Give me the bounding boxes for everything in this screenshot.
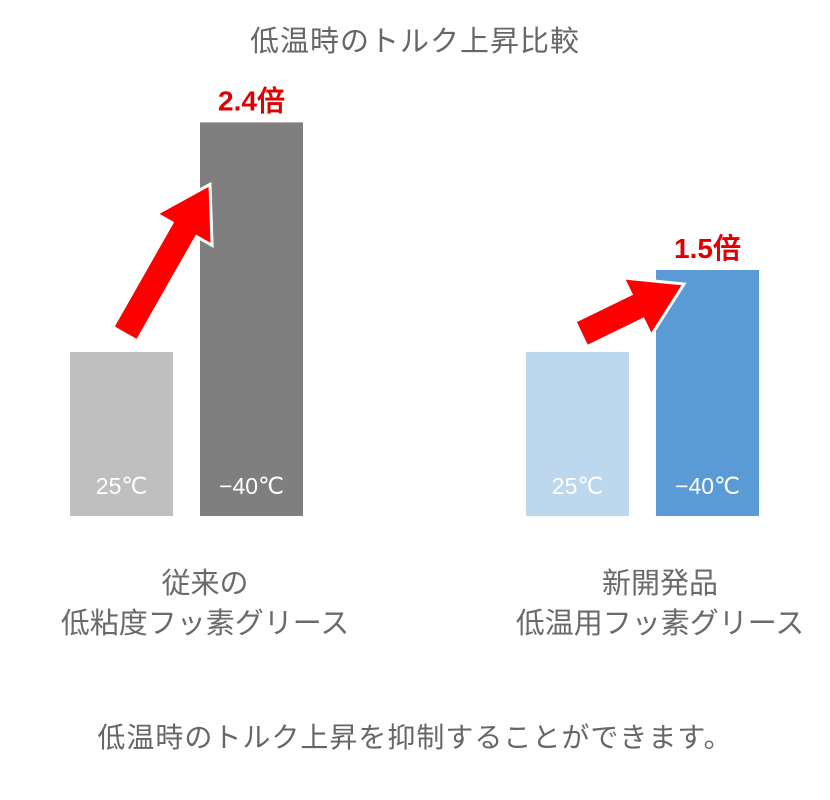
group-label-line: 低温用フッ素グリース: [515, 606, 805, 640]
group-label-new: 新開発品 低温用フッ素グリース: [495, 563, 825, 643]
group-label-conventional: 従来の 低粘度フッ素グリース: [40, 563, 370, 643]
bar-label: 25℃: [552, 473, 603, 499]
group-label-line: 新開発品: [601, 566, 718, 600]
group-label-line: 従来の: [161, 566, 249, 600]
bar-label: −40℃: [219, 473, 284, 499]
bar: [70, 352, 173, 516]
ratio-arrow: [110, 181, 214, 343]
bar-label: 25℃: [96, 473, 147, 499]
ratio-arrow: [572, 276, 687, 349]
ratio-label: 1.5倍: [674, 232, 741, 264]
bar-label: −40℃: [675, 473, 740, 499]
ratio-label: 2.4倍: [218, 84, 285, 116]
footer-note: 低温時のトルク上昇を抑制することができます。: [97, 721, 733, 754]
chart-title: 低温時のトルク上昇比較: [249, 24, 580, 58]
bar: [656, 270, 759, 516]
group-label-line: 低粘度フッ素グリース: [60, 606, 350, 640]
bar: [526, 352, 629, 516]
bar: [200, 122, 303, 517]
